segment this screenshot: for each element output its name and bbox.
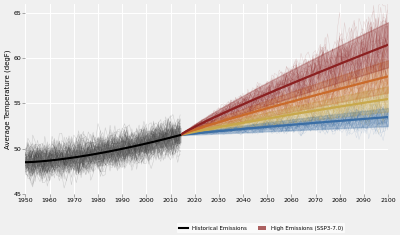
Legend: Historical Emissions, High Emissions (SSP3-7.0): Historical Emissions, High Emissions (SS… xyxy=(177,223,345,233)
Y-axis label: Average Temperature (degF): Average Temperature (degF) xyxy=(4,49,11,149)
